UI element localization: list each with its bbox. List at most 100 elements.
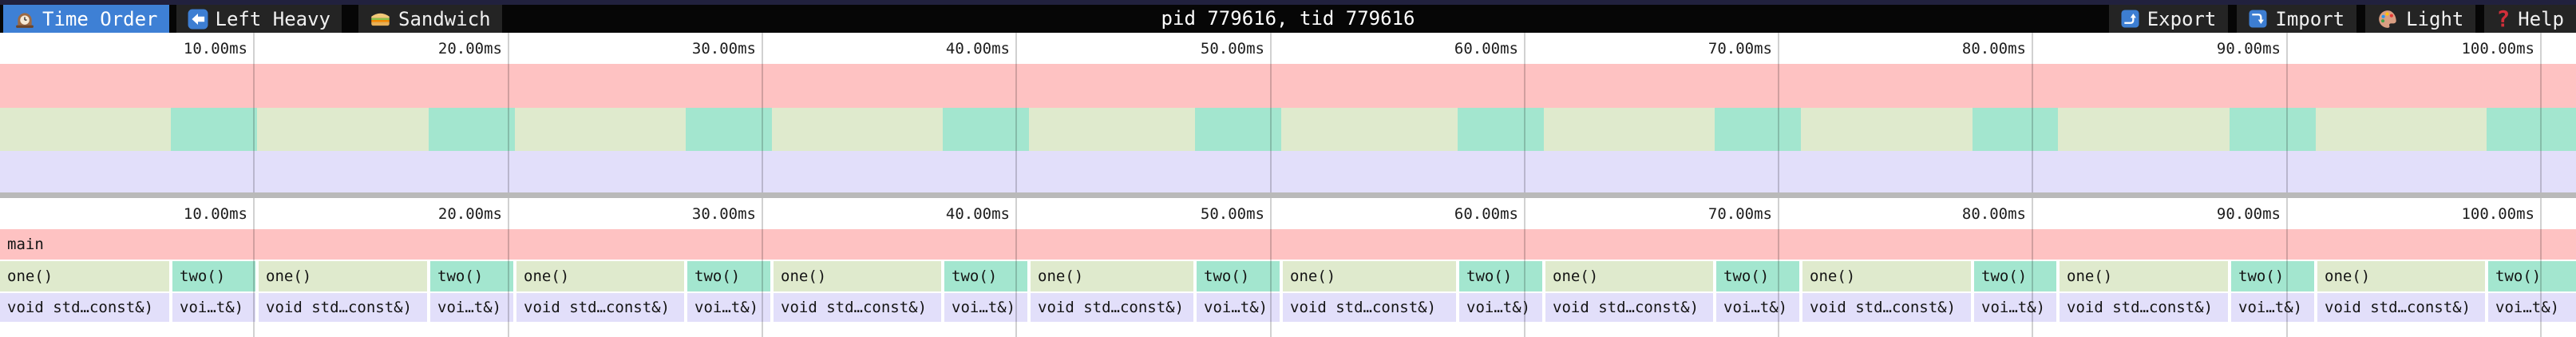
left-arrow-icon <box>188 9 208 30</box>
frame-voi-t[interactable]: voi…t&) <box>687 293 770 322</box>
minimap-frame <box>0 64 2576 108</box>
help-icon: ? <box>2496 5 2511 32</box>
help-button[interactable]: ? Help <box>2484 5 2576 33</box>
frame-void-std-const[interactable]: void std…const&) <box>516 293 684 322</box>
minimap-frame <box>1458 108 1544 151</box>
import-icon <box>2249 10 2267 28</box>
minimap-frame <box>1029 151 1195 192</box>
minimap-frame <box>1715 108 1801 151</box>
frame-two[interactable]: two() <box>1974 261 2056 291</box>
frame-one[interactable]: one() <box>1545 261 1713 291</box>
frame-voi-t[interactable]: voi…t&) <box>2488 293 2576 322</box>
tab-label: Time Order <box>42 7 158 30</box>
frame-main[interactable]: main <box>0 229 2576 260</box>
export-button[interactable]: Export <box>2108 5 2229 33</box>
minimap-frame <box>2316 151 2487 192</box>
minimap-frame <box>1029 108 1195 151</box>
view-tabs: Time Order Left Heavy <box>3 5 509 33</box>
minimap-frame <box>943 108 1029 151</box>
minimap-frame <box>1801 108 1973 151</box>
frame-two[interactable]: two() <box>687 261 770 291</box>
frame-one[interactable]: one() <box>1802 261 1971 291</box>
ruler-tick-label: 100.00ms <box>2461 39 2534 57</box>
minimap-frame <box>686 151 772 192</box>
frame-voi-t[interactable]: voi…t&) <box>1716 293 1799 322</box>
toolbar: Time Order Left Heavy <box>0 5 2576 33</box>
frame-one[interactable]: one() <box>1283 261 1456 291</box>
ruler-tick-label: 40.00ms <box>945 39 1010 57</box>
frame-one[interactable]: one() <box>2317 261 2485 291</box>
theme-toggle-button[interactable]: Light <box>2365 5 2476 33</box>
ruler-tick-label: 30.00ms <box>691 204 756 223</box>
minimap-frame <box>1544 151 1715 192</box>
minimap-frame <box>772 108 943 151</box>
frame-voi-t[interactable]: voi…t&) <box>944 293 1027 322</box>
frame-two[interactable]: two() <box>172 261 255 291</box>
frame-two[interactable]: two() <box>1197 261 1280 291</box>
sandwich-icon <box>370 8 391 30</box>
import-button[interactable]: Light Import <box>2237 5 2357 33</box>
frame-two[interactable]: two() <box>1716 261 1799 291</box>
ruler-tick-label: 60.00ms <box>1454 39 1518 57</box>
frame-void-std-const[interactable]: void std…const&) <box>0 293 169 322</box>
ruler-tick-label: 60.00ms <box>1454 204 1518 223</box>
frame-voi-t[interactable]: voi…t&) <box>1197 293 1280 322</box>
minimap-frame <box>1715 151 1801 192</box>
minimap-frame <box>1544 108 1715 151</box>
minimap-frame <box>171 108 257 151</box>
frame-two[interactable]: two() <box>1459 261 1542 291</box>
minimap-band-depth0 <box>0 64 2576 108</box>
ruler-tick-label: 40.00ms <box>945 204 1010 223</box>
frame-two[interactable]: two() <box>2231 261 2314 291</box>
frame-void-std-const[interactable]: void std…const&) <box>2317 293 2485 322</box>
minimap-frame <box>772 151 943 192</box>
minimap-frame <box>943 151 1029 192</box>
tab-time-order[interactable]: Time Order <box>3 5 169 33</box>
minimap-frame <box>1281 108 1458 151</box>
minimap-frame <box>0 151 171 192</box>
frame-two[interactable]: two() <box>2488 261 2576 291</box>
frame-void-std-const[interactable]: void std…const&) <box>1031 293 1193 322</box>
frame-void-std-const[interactable]: void std…const&) <box>2060 293 2228 322</box>
frame-void-std-const[interactable]: void std…const&) <box>1802 293 1971 322</box>
frame-two[interactable]: two() <box>430 261 513 291</box>
tab-left-heavy[interactable]: Left Heavy <box>176 5 342 33</box>
palette-icon <box>2377 9 2398 30</box>
action-label: Export <box>2147 7 2217 30</box>
frame-one[interactable]: one() <box>1031 261 1193 291</box>
frame-one[interactable]: one() <box>259 261 427 291</box>
action-label: Light <box>2406 7 2464 30</box>
minimap-frame <box>1281 151 1458 192</box>
minimap-frame <box>429 108 515 151</box>
frame-voi-t[interactable]: voi…t&) <box>2231 293 2314 322</box>
frame-one[interactable]: one() <box>0 261 169 291</box>
export-icon <box>2121 10 2139 28</box>
ruler-tick-label: 20.00ms <box>437 39 502 57</box>
frame-void-std-const[interactable]: void std…const&) <box>1283 293 1456 322</box>
time-ruler-chart[interactable]: 10.00ms 20.00ms 30.00ms 40.00ms 50.00ms 60.00… <box>0 198 2576 229</box>
tab-sandwich[interactable]: Sandwich <box>358 5 502 33</box>
frame-one[interactable]: one() <box>774 261 941 291</box>
minimap-frame <box>171 151 257 192</box>
ruler-tick-label: 80.00ms <box>1961 204 2026 223</box>
frame-voi-t[interactable]: voi…t&) <box>1974 293 2056 322</box>
minimap-frame <box>2230 151 2316 192</box>
frame-void-std-const[interactable]: void std…const&) <box>774 293 941 322</box>
frame-one[interactable]: one() <box>516 261 684 291</box>
minimap-frame <box>1801 151 1973 192</box>
frame-void-std-const[interactable]: void std…const&) <box>1545 293 1713 322</box>
ruler-tick-label: 10.00ms <box>183 39 247 57</box>
time-ruler-top[interactable]: 10.00ms 20.00ms 30.00ms 40.00ms 50.00ms 60.00… <box>0 33 2576 64</box>
frame-two[interactable]: two() <box>944 261 1027 291</box>
toolbar-actions: Export Light Import <box>2100 5 2576 33</box>
frame-voi-t[interactable]: voi…t&) <box>430 293 513 322</box>
tab-label: Sandwich <box>398 7 491 30</box>
frame-void-std-const[interactable]: void std…const&) <box>259 293 427 322</box>
minimap-frame <box>2058 108 2230 151</box>
minimap-frame <box>2316 108 2487 151</box>
frame-one[interactable]: one() <box>2060 261 2228 291</box>
frame-voi-t[interactable]: voi…t&) <box>1459 293 1542 322</box>
frame-voi-t[interactable]: voi…t&) <box>172 293 255 322</box>
ruler-tick-label: 90.00ms <box>2216 204 2281 223</box>
